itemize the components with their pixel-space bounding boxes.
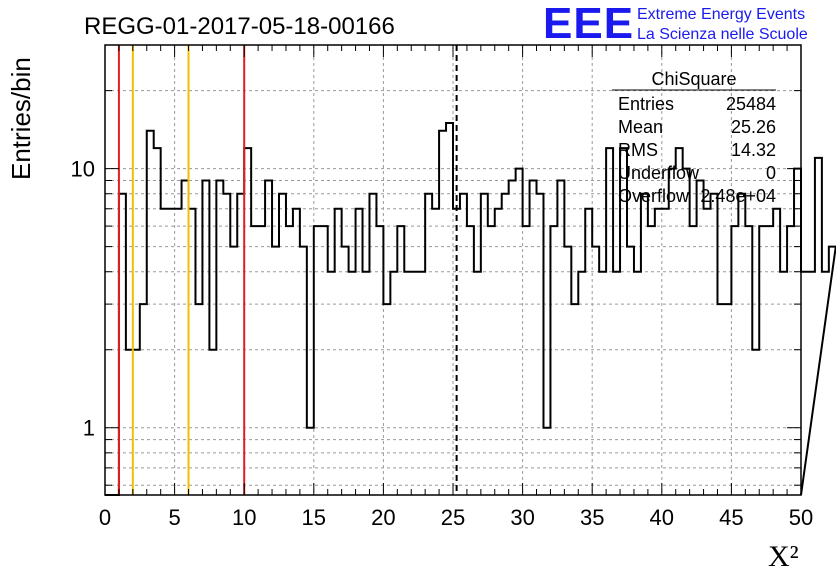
stats-value-rms: 14.32 [731, 140, 776, 160]
x-tick-label: 5 [168, 505, 180, 530]
stats-title: ChiSquare [651, 69, 736, 89]
logo-line-1: Extreme Energy Events [637, 6, 805, 23]
histogram-outline [105, 121, 836, 496]
stats-value-underflow: 0 [766, 163, 776, 183]
stats-label-overflow: Overflow [618, 186, 690, 206]
x-tick-label: 30 [510, 505, 534, 530]
x-tick-label: 45 [719, 505, 743, 530]
x-tick-label: 20 [371, 505, 395, 530]
y-axis-label: Entries/bin [6, 57, 36, 180]
x-tick-label: 25 [441, 505, 465, 530]
histogram-bars [105, 121, 836, 496]
stats-value-entries: 25484 [726, 94, 776, 114]
x-tick-label: 50 [789, 505, 813, 530]
x-tick-label: 40 [650, 505, 674, 530]
logo-line-2: La Scienza nelle Scuole [637, 26, 808, 43]
x-tick-label: 0 [99, 505, 111, 530]
x-tick-label: 35 [580, 505, 604, 530]
stats-value-overflow: 2.48e+04 [700, 186, 776, 206]
x-tick-label: 10 [232, 505, 256, 530]
vertical-markers [117, 45, 458, 495]
x-tick-label: 15 [302, 505, 326, 530]
stats-label-mean: Mean [618, 117, 663, 137]
stats-label-underflow: Underflow [618, 163, 700, 183]
stats-label-entries: Entries [618, 94, 674, 114]
x-axis-label: X² [768, 540, 799, 572]
stats-box: ChiSquare Entries 25484 Mean 25.26 RMS 1… [612, 69, 776, 206]
y-tick-label: 10 [71, 157, 95, 182]
stats-label-rms: RMS [618, 140, 658, 160]
stats-value-mean: 25.26 [731, 117, 776, 137]
y-tick-label: 1 [83, 416, 95, 441]
chart-title: REGG-01-2017-05-18-00166 [84, 13, 395, 40]
axis-ticks: 0 5 10 15 20 25 30 35 40 45 50 1 10 [71, 44, 813, 530]
eee-logo: EEE [543, 0, 634, 48]
